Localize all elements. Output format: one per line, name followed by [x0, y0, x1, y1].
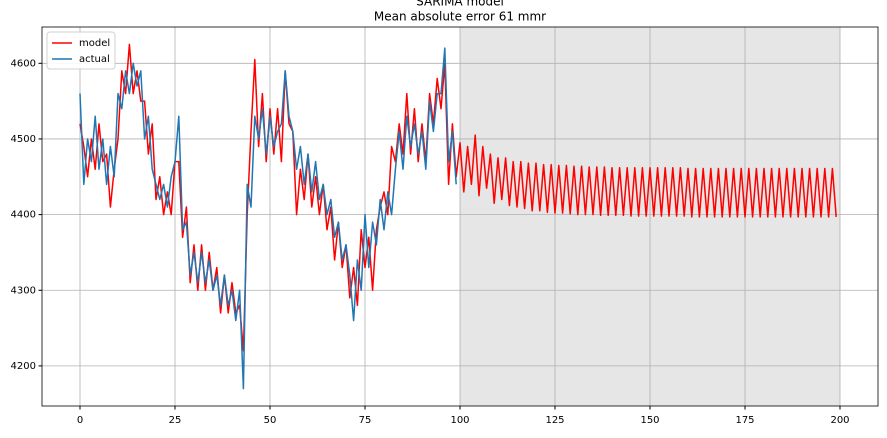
chart-subtitle: Mean absolute error 61 mmr — [374, 10, 546, 24]
x-tick-label: 25 — [169, 415, 182, 426]
x-tick-label: 0 — [77, 415, 83, 426]
y-tick-label: 4400 — [11, 210, 36, 221]
x-tick-label: 200 — [830, 415, 849, 426]
x-tick-label: 125 — [545, 415, 564, 426]
x-tick-label: 150 — [640, 415, 659, 426]
series-line — [79, 43, 837, 352]
legend-label: model — [79, 38, 110, 49]
x-tick-label: 175 — [735, 415, 754, 426]
y-tick-label: 4600 — [11, 58, 36, 69]
y-tick-label: 4300 — [11, 285, 36, 296]
plot-frame — [41, 26, 879, 407]
x-tick-label: 75 — [359, 415, 372, 426]
legend-label: actual — [79, 54, 110, 65]
x-tick-label: 100 — [450, 415, 469, 426]
chart-title: SARIMA model — [416, 0, 504, 9]
x-tick-label: 50 — [264, 415, 277, 426]
series-line — [79, 47, 457, 390]
y-tick-label: 4500 — [11, 134, 36, 145]
y-tick-label: 4200 — [11, 361, 36, 372]
